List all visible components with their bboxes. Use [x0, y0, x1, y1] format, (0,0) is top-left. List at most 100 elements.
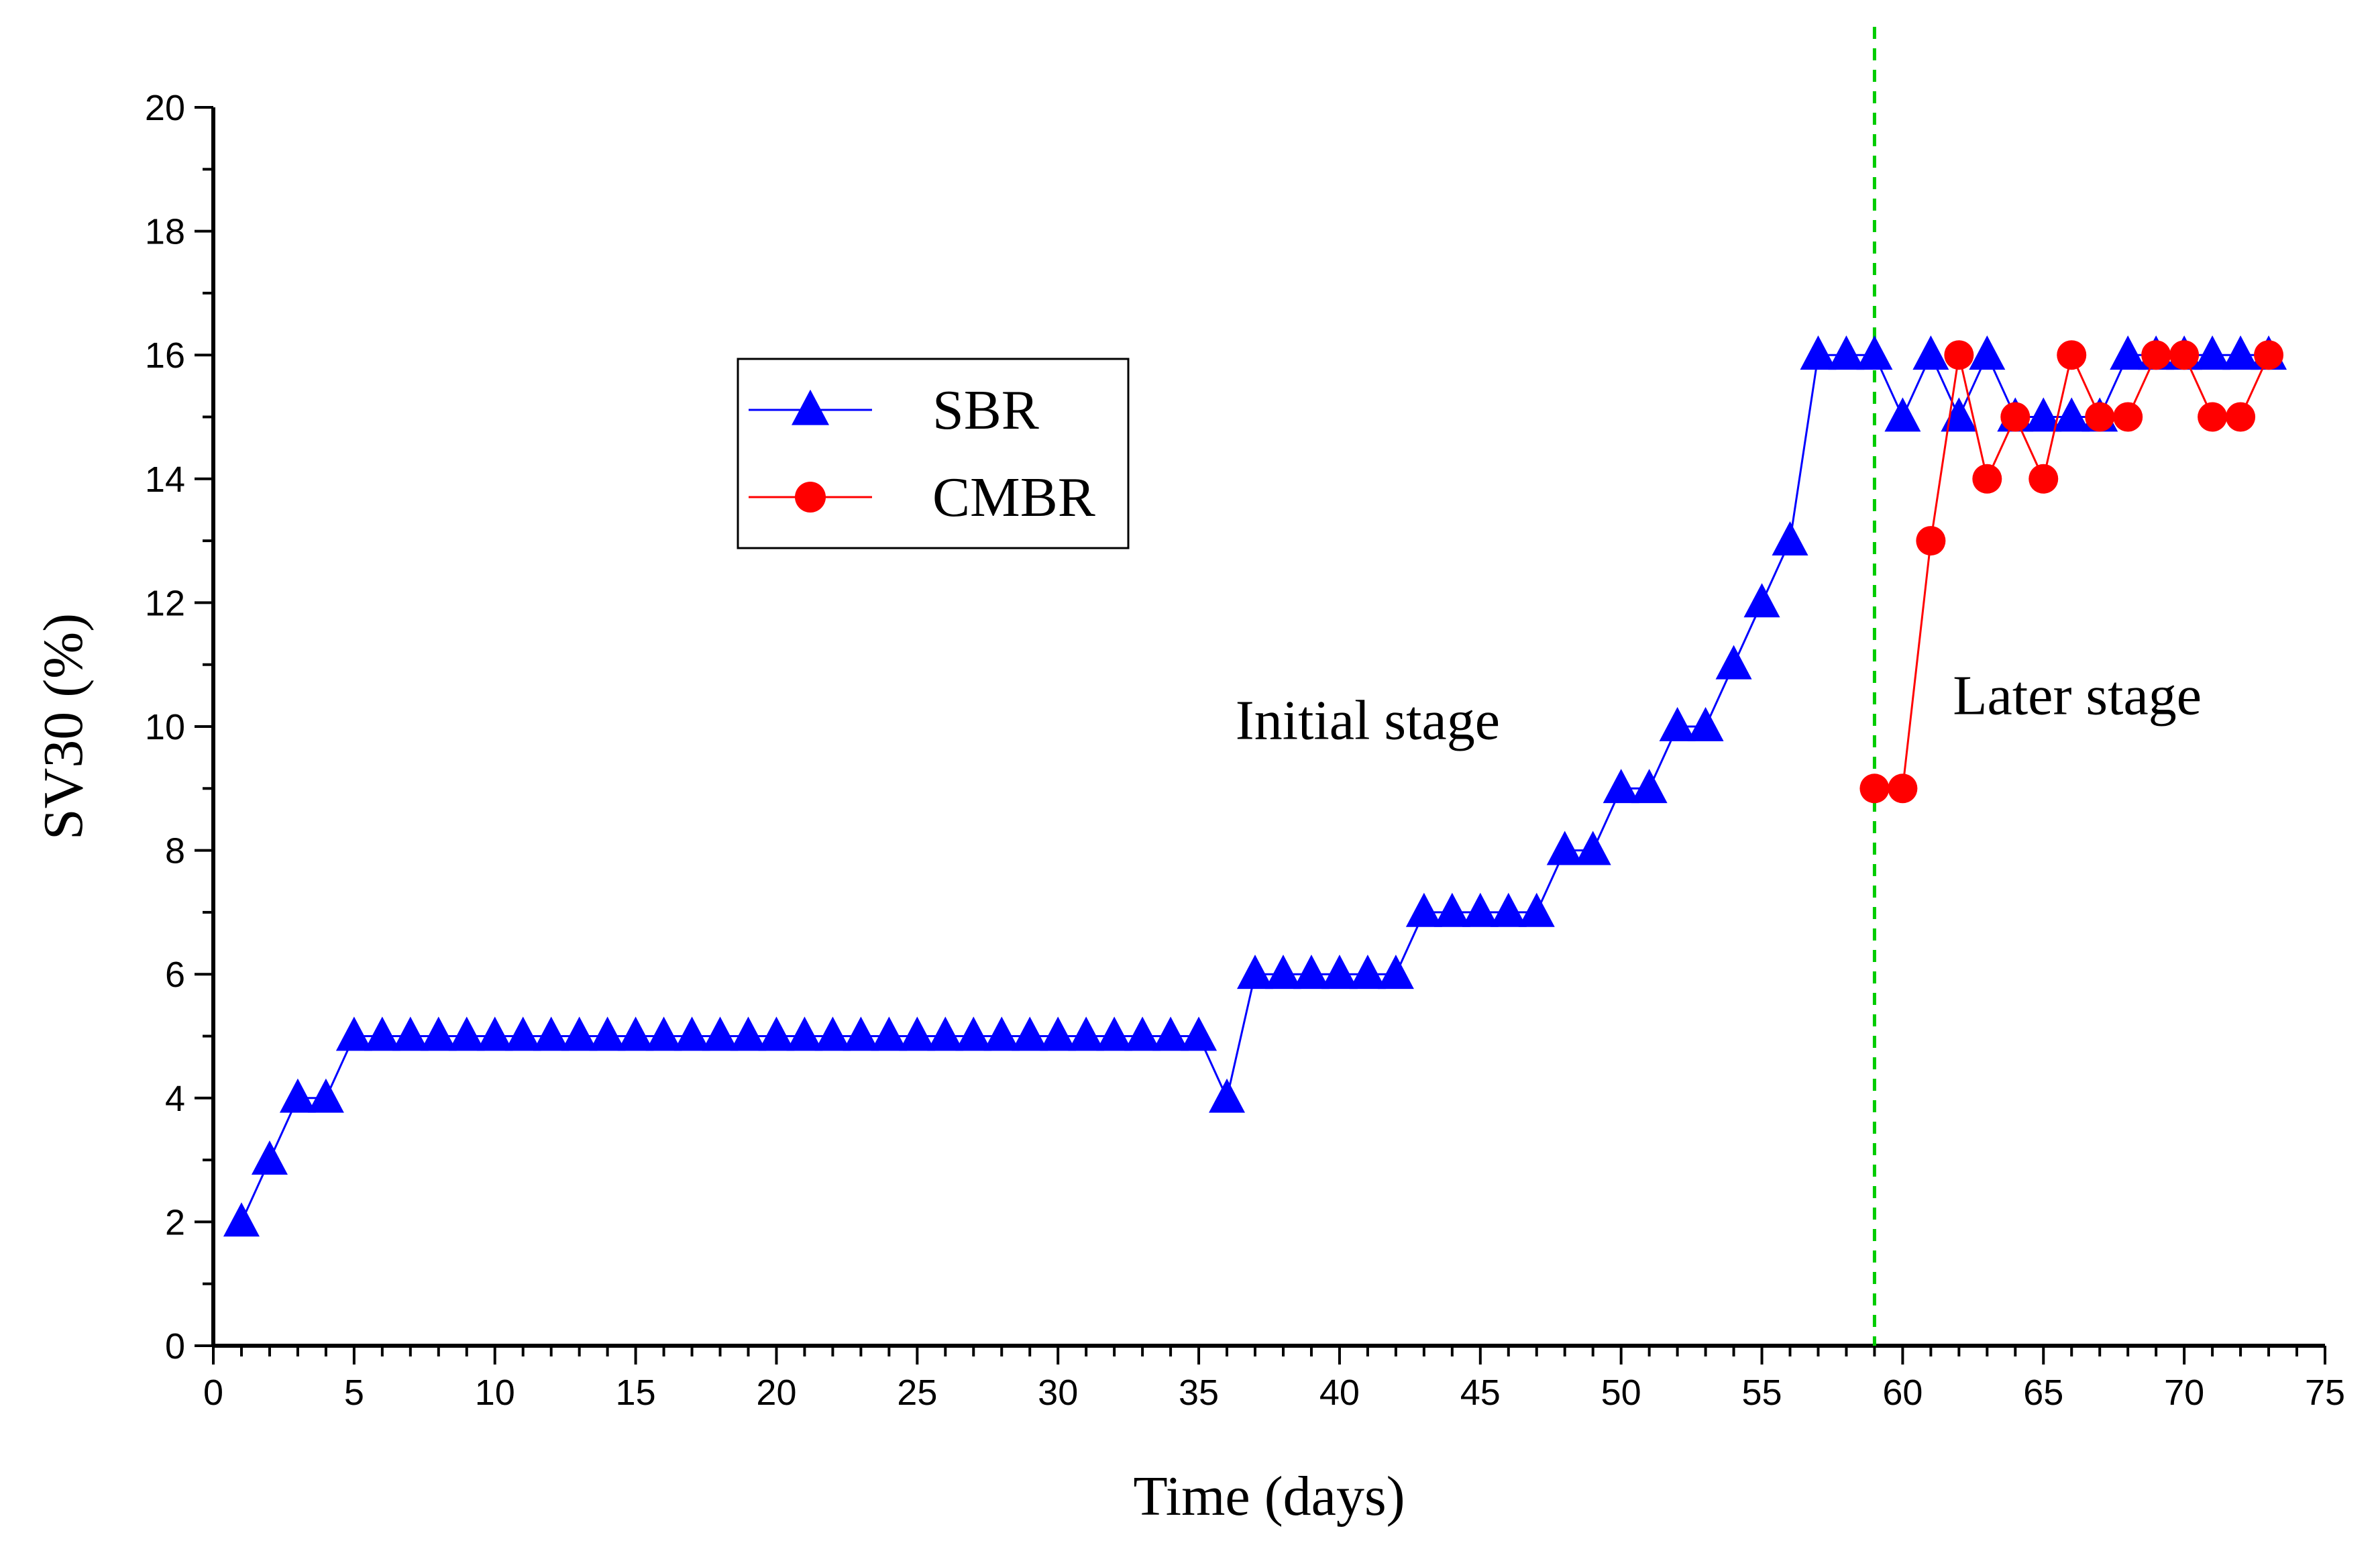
data-point-sbr — [1490, 892, 1527, 927]
data-point-sbr — [1377, 955, 1414, 990]
data-point-sbr — [448, 1016, 485, 1051]
y-tick-label: 10 — [145, 707, 185, 747]
data-point-sbr — [307, 1078, 344, 1113]
data-point-cmbr — [1972, 464, 2002, 494]
data-point-sbr — [617, 1016, 654, 1051]
data-point-cmbr — [2085, 402, 2115, 432]
series-layer — [223, 335, 2287, 1237]
data-point-sbr — [2025, 397, 2062, 432]
x-tick-label: 50 — [1601, 1373, 1641, 1413]
x-tick-label: 55 — [1741, 1373, 1782, 1413]
data-point-sbr — [1856, 335, 1893, 370]
data-point-sbr — [1574, 831, 1611, 865]
data-point-sbr — [2053, 397, 2090, 432]
data-point-sbr — [1293, 955, 1330, 990]
x-tick-label: 70 — [2164, 1373, 2204, 1413]
y-tick-label: 18 — [145, 212, 185, 252]
data-point-sbr — [673, 1016, 710, 1051]
x-tick-label: 5 — [344, 1373, 364, 1413]
data-point-cmbr — [1916, 526, 1946, 556]
data-point-sbr — [1800, 335, 1837, 370]
x-tick-label: 60 — [1882, 1373, 1923, 1413]
x-tick-label: 20 — [756, 1373, 796, 1413]
data-point-cmbr — [2198, 402, 2228, 432]
data-point-sbr — [1969, 335, 2006, 370]
data-point-sbr — [1405, 892, 1442, 927]
data-point-sbr — [1884, 397, 1921, 432]
data-point-cmbr — [2057, 340, 2087, 370]
data-point-sbr — [476, 1016, 513, 1051]
x-tick-label: 30 — [1038, 1373, 1078, 1413]
data-point-sbr — [2222, 335, 2259, 370]
data-point-sbr — [1772, 521, 1808, 555]
data-point-cmbr — [2029, 464, 2059, 494]
data-point-sbr — [1687, 706, 1724, 741]
data-point-cmbr — [2000, 402, 2031, 432]
data-point-sbr — [251, 1140, 288, 1175]
data-point-sbr — [1040, 1016, 1077, 1051]
data-point-cmbr — [2254, 340, 2284, 370]
data-point-cmbr — [2169, 340, 2200, 370]
data-point-sbr — [1659, 706, 1696, 741]
y-tick-label: 0 — [165, 1326, 185, 1367]
y-tick-label: 2 — [165, 1202, 185, 1242]
data-point-sbr — [730, 1016, 767, 1051]
y-tick-label: 16 — [145, 335, 185, 376]
y-tick-label: 14 — [145, 460, 185, 500]
data-point-sbr — [561, 1016, 598, 1051]
legend-label: SBR — [932, 379, 1039, 441]
x-tick-label: 0 — [203, 1373, 223, 1413]
data-point-sbr — [1603, 769, 1639, 804]
legend-box — [737, 358, 1130, 549]
axes: 0 5 10 15 20 25 30 35 40 45 50 55 60 65 70 75 0 2 4 6 8 10 12 1… — [32, 88, 2345, 1528]
data-point-sbr — [1068, 1016, 1105, 1051]
data-point-sbr — [420, 1016, 457, 1051]
data-point-sbr — [758, 1016, 795, 1051]
data-point-sbr — [645, 1016, 682, 1051]
data-point-sbr — [899, 1016, 936, 1051]
data-point-sbr — [1941, 397, 1978, 432]
x-axis-title: Time (days) — [1133, 1465, 1405, 1528]
legend: SBR CMBR — [737, 358, 1130, 549]
data-point-cmbr — [2141, 340, 2171, 370]
x-tick-label: 45 — [1460, 1373, 1501, 1413]
data-point-sbr — [1181, 1016, 1218, 1051]
data-point-sbr — [1349, 955, 1386, 990]
data-point-sbr — [392, 1016, 429, 1051]
data-point-sbr — [533, 1016, 570, 1051]
data-point-sbr — [814, 1016, 851, 1051]
data-point-sbr — [1152, 1016, 1189, 1051]
data-point-cmbr — [1944, 340, 1974, 370]
data-point-sbr — [1264, 955, 1301, 990]
data-point-cmbr — [2226, 402, 2256, 432]
data-point-sbr — [1434, 892, 1470, 927]
data-point-sbr — [1518, 892, 1555, 927]
data-point-sbr — [1462, 892, 1499, 927]
x-tick-label: 25 — [897, 1373, 937, 1413]
data-point-cmbr — [1888, 773, 1918, 804]
data-point-sbr — [1828, 335, 1865, 370]
annotation-text: Later stage — [1953, 665, 2202, 727]
data-point-sbr — [2110, 335, 2147, 370]
data-point-sbr — [1012, 1016, 1048, 1051]
data-point-sbr — [2194, 335, 2231, 370]
y-axis-title: SV30 (%) — [32, 613, 95, 840]
annotation-text: Initial stage — [1236, 689, 1500, 751]
data-point-sbr — [223, 1202, 260, 1237]
data-point-sbr — [1209, 1078, 1246, 1113]
data-point-sbr — [1631, 769, 1668, 804]
data-point-sbr — [1124, 1016, 1161, 1051]
x-tick-label: 65 — [2023, 1373, 2063, 1413]
y-tick-label: 20 — [145, 88, 185, 128]
legend-marker-cmbr — [795, 482, 826, 513]
data-point-sbr — [1912, 335, 1949, 370]
x-tick-label: 35 — [1179, 1373, 1219, 1413]
data-point-cmbr — [1859, 773, 1890, 804]
y-tick-label: 8 — [165, 831, 185, 871]
data-point-sbr — [589, 1016, 626, 1051]
data-point-sbr — [1321, 955, 1358, 990]
data-point-sbr — [364, 1016, 400, 1051]
data-point-sbr — [927, 1016, 964, 1051]
data-point-cmbr — [2113, 402, 2143, 432]
